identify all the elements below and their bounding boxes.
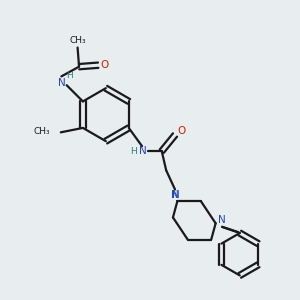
Text: N: N — [58, 78, 65, 88]
Text: H: H — [130, 147, 137, 156]
Text: CH₃: CH₃ — [69, 36, 86, 45]
Text: CH₃: CH₃ — [34, 127, 50, 136]
Text: N: N — [172, 190, 180, 200]
Text: O: O — [100, 60, 109, 70]
Text: N: N — [171, 190, 179, 200]
Text: N: N — [139, 146, 146, 156]
Text: H: H — [66, 71, 73, 80]
Text: N: N — [218, 215, 226, 225]
Text: O: O — [177, 126, 186, 136]
